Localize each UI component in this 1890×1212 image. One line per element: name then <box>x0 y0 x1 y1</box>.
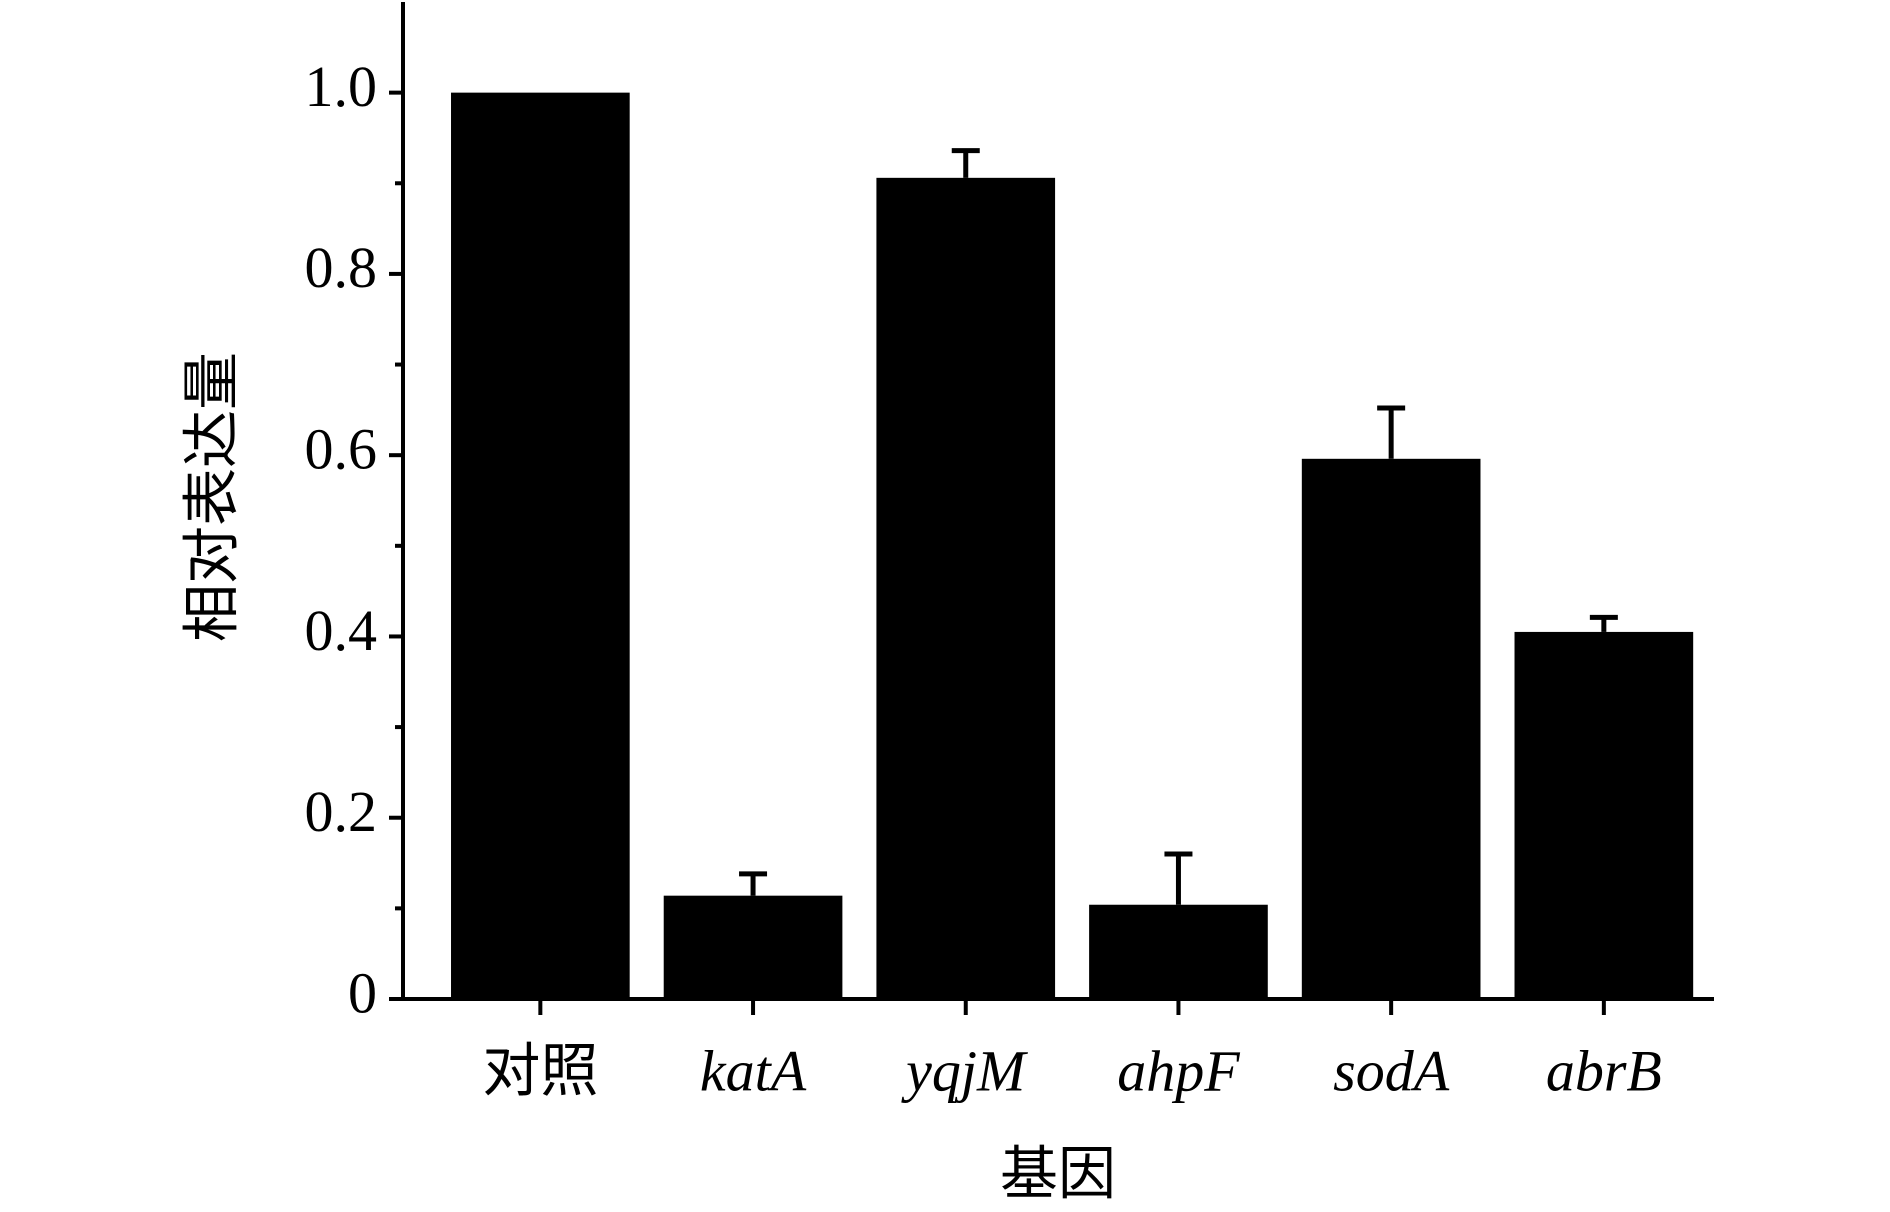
x-tick-label: sodA <box>1333 1038 1450 1103</box>
bar <box>1301 458 1481 1000</box>
y-axis-title: 相对表达量 <box>179 352 244 642</box>
x-tick-label: 对照 <box>482 1038 598 1103</box>
x-tick-label: ahpF <box>1117 1038 1240 1103</box>
bar <box>663 895 843 999</box>
y-tick-label: 0.2 <box>305 779 378 844</box>
bar <box>876 177 1056 1000</box>
bar <box>1089 904 1268 999</box>
y-tick-label: 0.6 <box>305 416 378 481</box>
y-tick-label: 1.0 <box>305 54 378 119</box>
x-tick-label: yqjM <box>901 1038 1028 1103</box>
x-tick-label: katA <box>700 1038 807 1103</box>
bar <box>1514 631 1694 999</box>
x-tick-label: abrB <box>1546 1038 1662 1103</box>
bar <box>451 92 630 1000</box>
x-axis-title: 基因 <box>1000 1141 1116 1206</box>
y-tick-label: 0.4 <box>305 598 378 663</box>
y-tick-label: 0.8 <box>305 235 378 300</box>
y-tick-label: 0 <box>348 960 377 1025</box>
